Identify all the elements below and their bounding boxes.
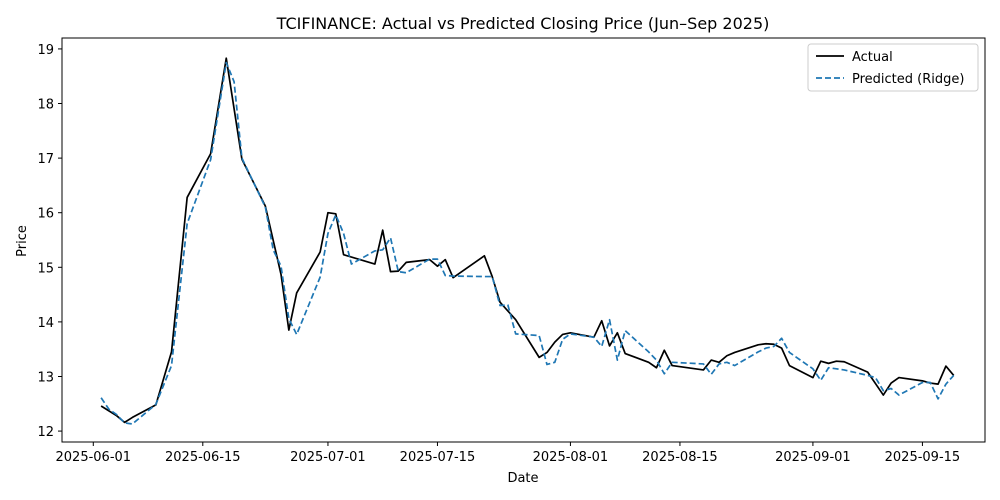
x-tick-label: 2025-07-01 [290,450,366,465]
legend: Actual Predicted (Ridge) [807,43,979,92]
plot-area [100,57,955,425]
y-tick-label: 13 [37,370,54,385]
series-line-actual [100,57,955,424]
y-tick-label: 12 [37,425,54,440]
legend-box [807,43,979,92]
y-axis-label: Price [15,225,30,257]
x-axis-label: Date [507,471,538,486]
x-tick-label: 2025-07-15 [400,450,476,465]
chart-title: TCIFINANCE: Actual vs Predicted Closing … [276,14,770,33]
plot-frame [61,37,986,443]
x-tick-label: 2025-06-15 [165,450,241,465]
x-tick-label: 2025-08-01 [533,450,609,465]
y-tick-label: 16 [37,207,54,222]
y-tick-label: 14 [37,316,54,331]
x-tick-label: 2025-06-01 [56,450,132,465]
y-tick-label: 19 [37,43,54,58]
legend-label: Actual [852,50,893,65]
x-tick-label: 2025-09-15 [885,450,961,465]
y-tick-label: 17 [37,152,54,167]
x-tick-label: 2025-08-15 [642,450,718,465]
y-tick-label: 18 [37,98,54,113]
y-tick-label: 15 [37,261,54,276]
legend-label: Predicted (Ridge) [852,72,964,87]
x-tick-label: 2025-09-01 [775,450,851,465]
series-line-predicted [100,61,955,425]
axes: 2025-06-01 2025-06-15 2025-07-01 2025-07-15… [37,37,986,465]
